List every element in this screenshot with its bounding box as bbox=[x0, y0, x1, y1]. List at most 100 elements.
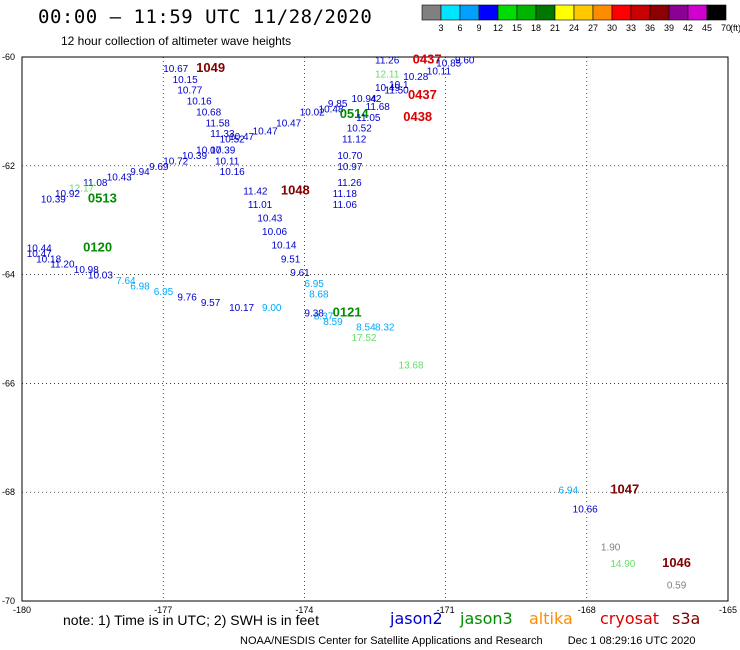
time-label: 1046 bbox=[662, 555, 691, 570]
wave-height-label: 10.39 bbox=[210, 145, 235, 156]
wave-height-label: 10.02 bbox=[300, 107, 325, 118]
legend-swatch bbox=[516, 4, 537, 21]
x-tick-label: -171 bbox=[437, 605, 455, 615]
legend-swatch bbox=[459, 4, 480, 21]
time-label: 0120 bbox=[83, 239, 112, 254]
satellite-s3a: s3a bbox=[672, 609, 701, 628]
wave-height-label: 10.28 bbox=[403, 72, 428, 83]
legend-swatch bbox=[706, 4, 727, 21]
legend-label: 45 bbox=[702, 23, 712, 33]
wave-height-label: 13.68 bbox=[399, 360, 424, 371]
wave-height-label: 0.59 bbox=[667, 581, 687, 592]
time-label: 1049 bbox=[196, 60, 225, 75]
legend-label: 27 bbox=[588, 23, 598, 33]
y-tick-label: -68 bbox=[2, 487, 15, 497]
y-tick-label: -70 bbox=[2, 596, 15, 606]
wave-height-label: 9.85 bbox=[328, 99, 348, 110]
legend-label: 36 bbox=[645, 23, 655, 33]
wave-height-label: 8.37 bbox=[314, 311, 334, 322]
legend-label: 42 bbox=[683, 23, 693, 33]
plot-frame bbox=[21, 56, 729, 602]
wave-height-label: 12.11 bbox=[375, 69, 400, 80]
legend-label: 21 bbox=[550, 23, 560, 33]
legend-swatch bbox=[687, 4, 708, 21]
wave-height-label: 11.05 bbox=[356, 113, 381, 124]
legend-label: 15 bbox=[512, 23, 522, 33]
time-label: 0437 bbox=[408, 87, 437, 102]
credit-timestamp: Dec 1 08:29:16 UTC 2020 bbox=[567, 635, 696, 647]
time-label: 1047 bbox=[610, 481, 639, 496]
wave-height-label: 10.03 bbox=[88, 271, 113, 282]
wave-height-label: 10.94 bbox=[351, 94, 376, 105]
wave-height-label: 11.20 bbox=[50, 260, 75, 271]
wave-height-label: 10.47 bbox=[276, 118, 301, 129]
wave-height-label: 8.68 bbox=[309, 290, 329, 301]
page-title: 00:00 – 11:59 UTC 11/28/2020 bbox=[38, 6, 373, 28]
wave-height-label: 9.60 bbox=[455, 56, 475, 67]
wave-height-label: 9.38 bbox=[304, 309, 324, 320]
wave-height-label: 10.39 bbox=[41, 194, 66, 205]
wave-height-label: 10.98 bbox=[74, 265, 99, 276]
wave-height-label: 11.08 bbox=[83, 178, 108, 189]
time-label: 0121 bbox=[333, 305, 362, 320]
footer-note: note: 1) Time is in UTC; 2) SWH is in fe… bbox=[63, 612, 319, 628]
wave-height-label: 10.16 bbox=[187, 97, 212, 108]
wave-height-label: 11.50 bbox=[384, 86, 409, 97]
wave-height-label: 6.98 bbox=[130, 281, 150, 292]
satellite-jason2: jason2 bbox=[390, 609, 443, 628]
wave-height-label: 10.48 bbox=[319, 105, 344, 116]
wave-height-label: 10.43 bbox=[257, 213, 282, 224]
wave-height-label: 10.52 bbox=[220, 135, 245, 146]
satellite-jason3: jason3 bbox=[460, 609, 513, 628]
legend-swatch bbox=[421, 4, 442, 21]
wave-height-label: 6.94 bbox=[559, 485, 579, 496]
legend-label: 33 bbox=[626, 23, 636, 33]
x-tick-label: -165 bbox=[719, 605, 737, 615]
wave-height-label: 10.85 bbox=[436, 58, 461, 69]
wave-height-label: 10.66 bbox=[573, 505, 598, 516]
wave-height-label: 9.51 bbox=[281, 254, 301, 265]
wave-height-label: 10.11 bbox=[427, 67, 452, 78]
legend-label: 18 bbox=[531, 23, 541, 33]
wave-height-label: 9.00 bbox=[262, 303, 282, 314]
legend-swatch bbox=[478, 4, 499, 21]
satellite-altika: altika bbox=[529, 609, 573, 628]
legend-label: 9 bbox=[476, 23, 481, 33]
wave-height-label: 9.57 bbox=[201, 298, 221, 309]
legend-swatch bbox=[440, 4, 461, 21]
wave-height-label: 9.69 bbox=[149, 162, 169, 173]
y-tick-label: -64 bbox=[2, 270, 15, 280]
wave-height-label: 10.68 bbox=[196, 107, 221, 118]
wave-height-label: 10.39 bbox=[182, 151, 207, 162]
x-tick-label: -168 bbox=[578, 605, 596, 615]
legend-label: 24 bbox=[569, 23, 579, 33]
y-tick-label: -62 bbox=[2, 161, 15, 171]
legend-swatch bbox=[611, 4, 632, 21]
wave-height-label: 10.18 bbox=[36, 254, 61, 265]
wave-height-label: 10.11 bbox=[215, 156, 240, 167]
wave-height-label: 10.72 bbox=[163, 156, 188, 167]
x-tick-label: -180 bbox=[13, 605, 31, 615]
legend-swatch bbox=[630, 4, 651, 21]
wave-height-label: 8.59 bbox=[323, 317, 343, 328]
time-label: 0437 bbox=[413, 52, 442, 67]
legend-swatch bbox=[649, 4, 670, 21]
wave-height-label: 9.94 bbox=[130, 167, 150, 178]
legend-unit: (ft) bbox=[730, 23, 740, 33]
legend-label: 70 bbox=[721, 23, 731, 33]
wave-height-label: 10.67 bbox=[163, 64, 188, 75]
wave-height-label: 10.43 bbox=[107, 173, 132, 184]
wave-height-label: 10.47 bbox=[229, 132, 254, 143]
time-label: 0514 bbox=[340, 106, 370, 121]
wave-height-label: 11.26 bbox=[337, 178, 362, 189]
legend-label: 3 bbox=[438, 23, 443, 33]
legend-swatch bbox=[592, 4, 613, 21]
wave-height-label: 10.97 bbox=[337, 162, 362, 173]
wave-height-label: 8.32 bbox=[375, 322, 395, 333]
wave-height-label: 10.14 bbox=[271, 241, 296, 252]
wave-height-label: 10.06 bbox=[262, 227, 287, 238]
wave-height-label: 6.95 bbox=[154, 287, 174, 298]
wave-height-label: 11.06 bbox=[333, 200, 358, 211]
legend-swatch bbox=[554, 4, 575, 21]
wave-height-label: 12.17 bbox=[69, 184, 94, 195]
